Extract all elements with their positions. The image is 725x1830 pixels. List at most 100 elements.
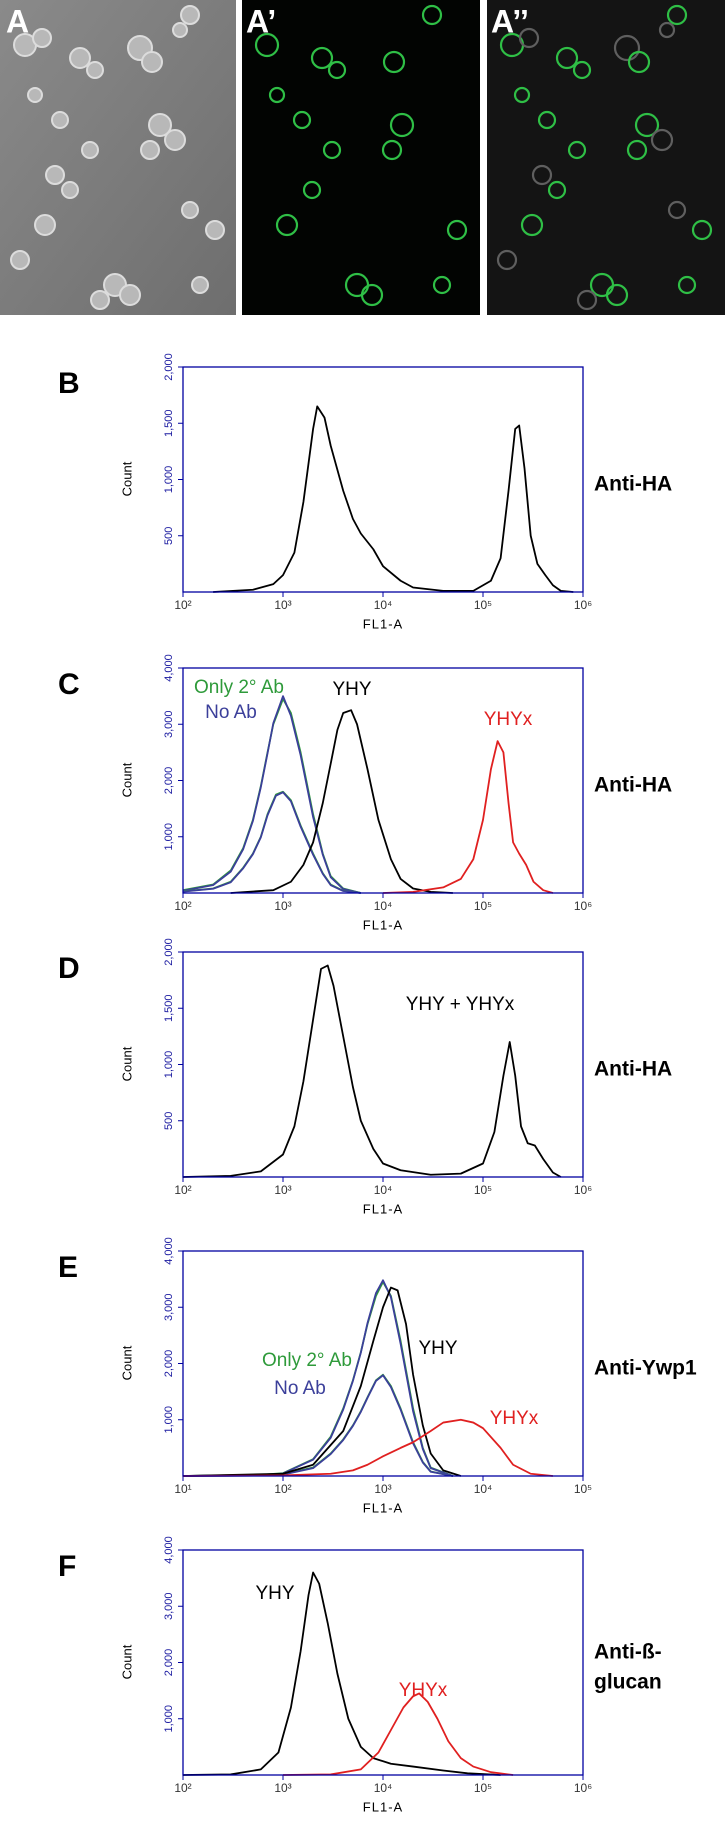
x-tick-label: 10² (174, 1183, 191, 1197)
cell (627, 50, 651, 74)
y-tick-label: 1,000 (163, 1051, 175, 1079)
plot-frame (182, 1549, 584, 1776)
series-line (182, 1286, 462, 1477)
x-tick-label: 10⁶ (574, 1183, 592, 1197)
micrograph-label: A’ (246, 3, 276, 39)
y-tick-label: 500 (163, 527, 175, 545)
cell (181, 201, 199, 219)
x-tick-label: 10⁶ (574, 1781, 592, 1795)
series-line (230, 709, 453, 894)
cell (389, 112, 415, 138)
panel-label: D (58, 952, 80, 985)
y-axis-title: Count (119, 1046, 134, 1081)
series-line (213, 405, 574, 593)
cells (10, 4, 713, 311)
y-tick-label: 1,000 (163, 1705, 175, 1733)
series-line (182, 695, 362, 894)
cell (172, 22, 188, 38)
side-label: Anti-HA (594, 774, 672, 797)
series-line (182, 1571, 501, 1776)
micrograph-dic (0, 0, 236, 315)
y-tick-label: 2,000 (163, 1350, 175, 1378)
x-tick-label: 10³ (274, 1781, 291, 1795)
series-label: YHYx (399, 1680, 448, 1701)
micrograph-fluorescence (242, 0, 480, 315)
series-label: YHY (332, 679, 371, 700)
x-tick-label: 10⁴ (374, 1183, 393, 1197)
cell (547, 180, 567, 200)
cell (691, 219, 713, 241)
series-label: YHYx (484, 709, 533, 730)
y-tick-label: 2,000 (163, 938, 175, 966)
cell (360, 283, 384, 307)
series-label: Only 2° Ab (262, 1350, 352, 1371)
x-tick-label: 10⁴ (374, 899, 393, 913)
cell (567, 140, 587, 160)
micrograph-label: A’’ (491, 3, 529, 39)
plot-frame (182, 951, 584, 1178)
cell (634, 112, 660, 138)
series-line (182, 1374, 454, 1477)
cell (10, 250, 30, 270)
x-tick-label: 10² (174, 598, 191, 612)
series-label: YHY (418, 1338, 457, 1359)
micrograph-merge (487, 0, 725, 315)
cell (61, 181, 79, 199)
cell (32, 28, 52, 48)
x-axis-title: FL1-A (363, 1201, 403, 1216)
x-tick-label: 10⁵ (474, 899, 492, 913)
series-label: Only 2° Ab (194, 677, 284, 698)
x-axis-title: FL1-A (363, 616, 403, 631)
cell (572, 60, 592, 80)
series-line (182, 1279, 454, 1477)
cell (381, 139, 403, 161)
plot-frame (182, 1250, 584, 1477)
x-tick-label: 10⁴ (374, 1781, 393, 1795)
plot-frame (182, 667, 584, 894)
y-axis-title: Count (119, 461, 134, 496)
cell (520, 213, 544, 237)
side-label: Anti-HA (594, 1058, 672, 1081)
cell (667, 200, 687, 220)
panel-label: B (58, 367, 80, 400)
cell (432, 275, 452, 295)
cell (322, 140, 342, 160)
y-tick-label: 2,000 (163, 767, 175, 795)
x-tick-label: 10³ (274, 899, 291, 913)
cell (45, 165, 65, 185)
series-line (382, 740, 554, 894)
cell (140, 140, 160, 160)
panel-label: C (58, 668, 80, 701)
series-line (282, 1692, 514, 1776)
x-axis-title: FL1-A (363, 1500, 403, 1515)
cell (496, 249, 518, 271)
cell (148, 113, 172, 137)
cell (191, 276, 209, 294)
cell (90, 290, 110, 310)
x-tick-label: 10⁴ (474, 1482, 493, 1496)
series-label: YHY (255, 1583, 294, 1604)
cell (275, 213, 299, 237)
x-tick-label: 10³ (274, 1183, 291, 1197)
y-tick-label: 3,000 (163, 1293, 175, 1321)
x-tick-label: 10⁴ (374, 598, 393, 612)
x-tick-label: 10⁵ (574, 1482, 592, 1496)
cell (302, 180, 322, 200)
x-tick-label: 10⁶ (574, 598, 592, 612)
cell (34, 214, 56, 236)
x-tick-label: 10¹ (174, 1482, 191, 1496)
cell (51, 111, 69, 129)
cell (626, 139, 648, 161)
series-label: No Ab (274, 1378, 326, 1399)
y-tick-label: 2,000 (163, 353, 175, 381)
cell (86, 61, 104, 79)
y-tick-label: 500 (163, 1112, 175, 1130)
x-tick-label: 10⁵ (474, 1183, 492, 1197)
y-axis-title: Count (119, 1345, 134, 1380)
cell (513, 86, 531, 104)
cell (292, 110, 312, 130)
y-tick-label: 4,000 (163, 1536, 175, 1564)
x-tick-label: 10³ (274, 598, 291, 612)
side-label: glucan (594, 1671, 662, 1694)
